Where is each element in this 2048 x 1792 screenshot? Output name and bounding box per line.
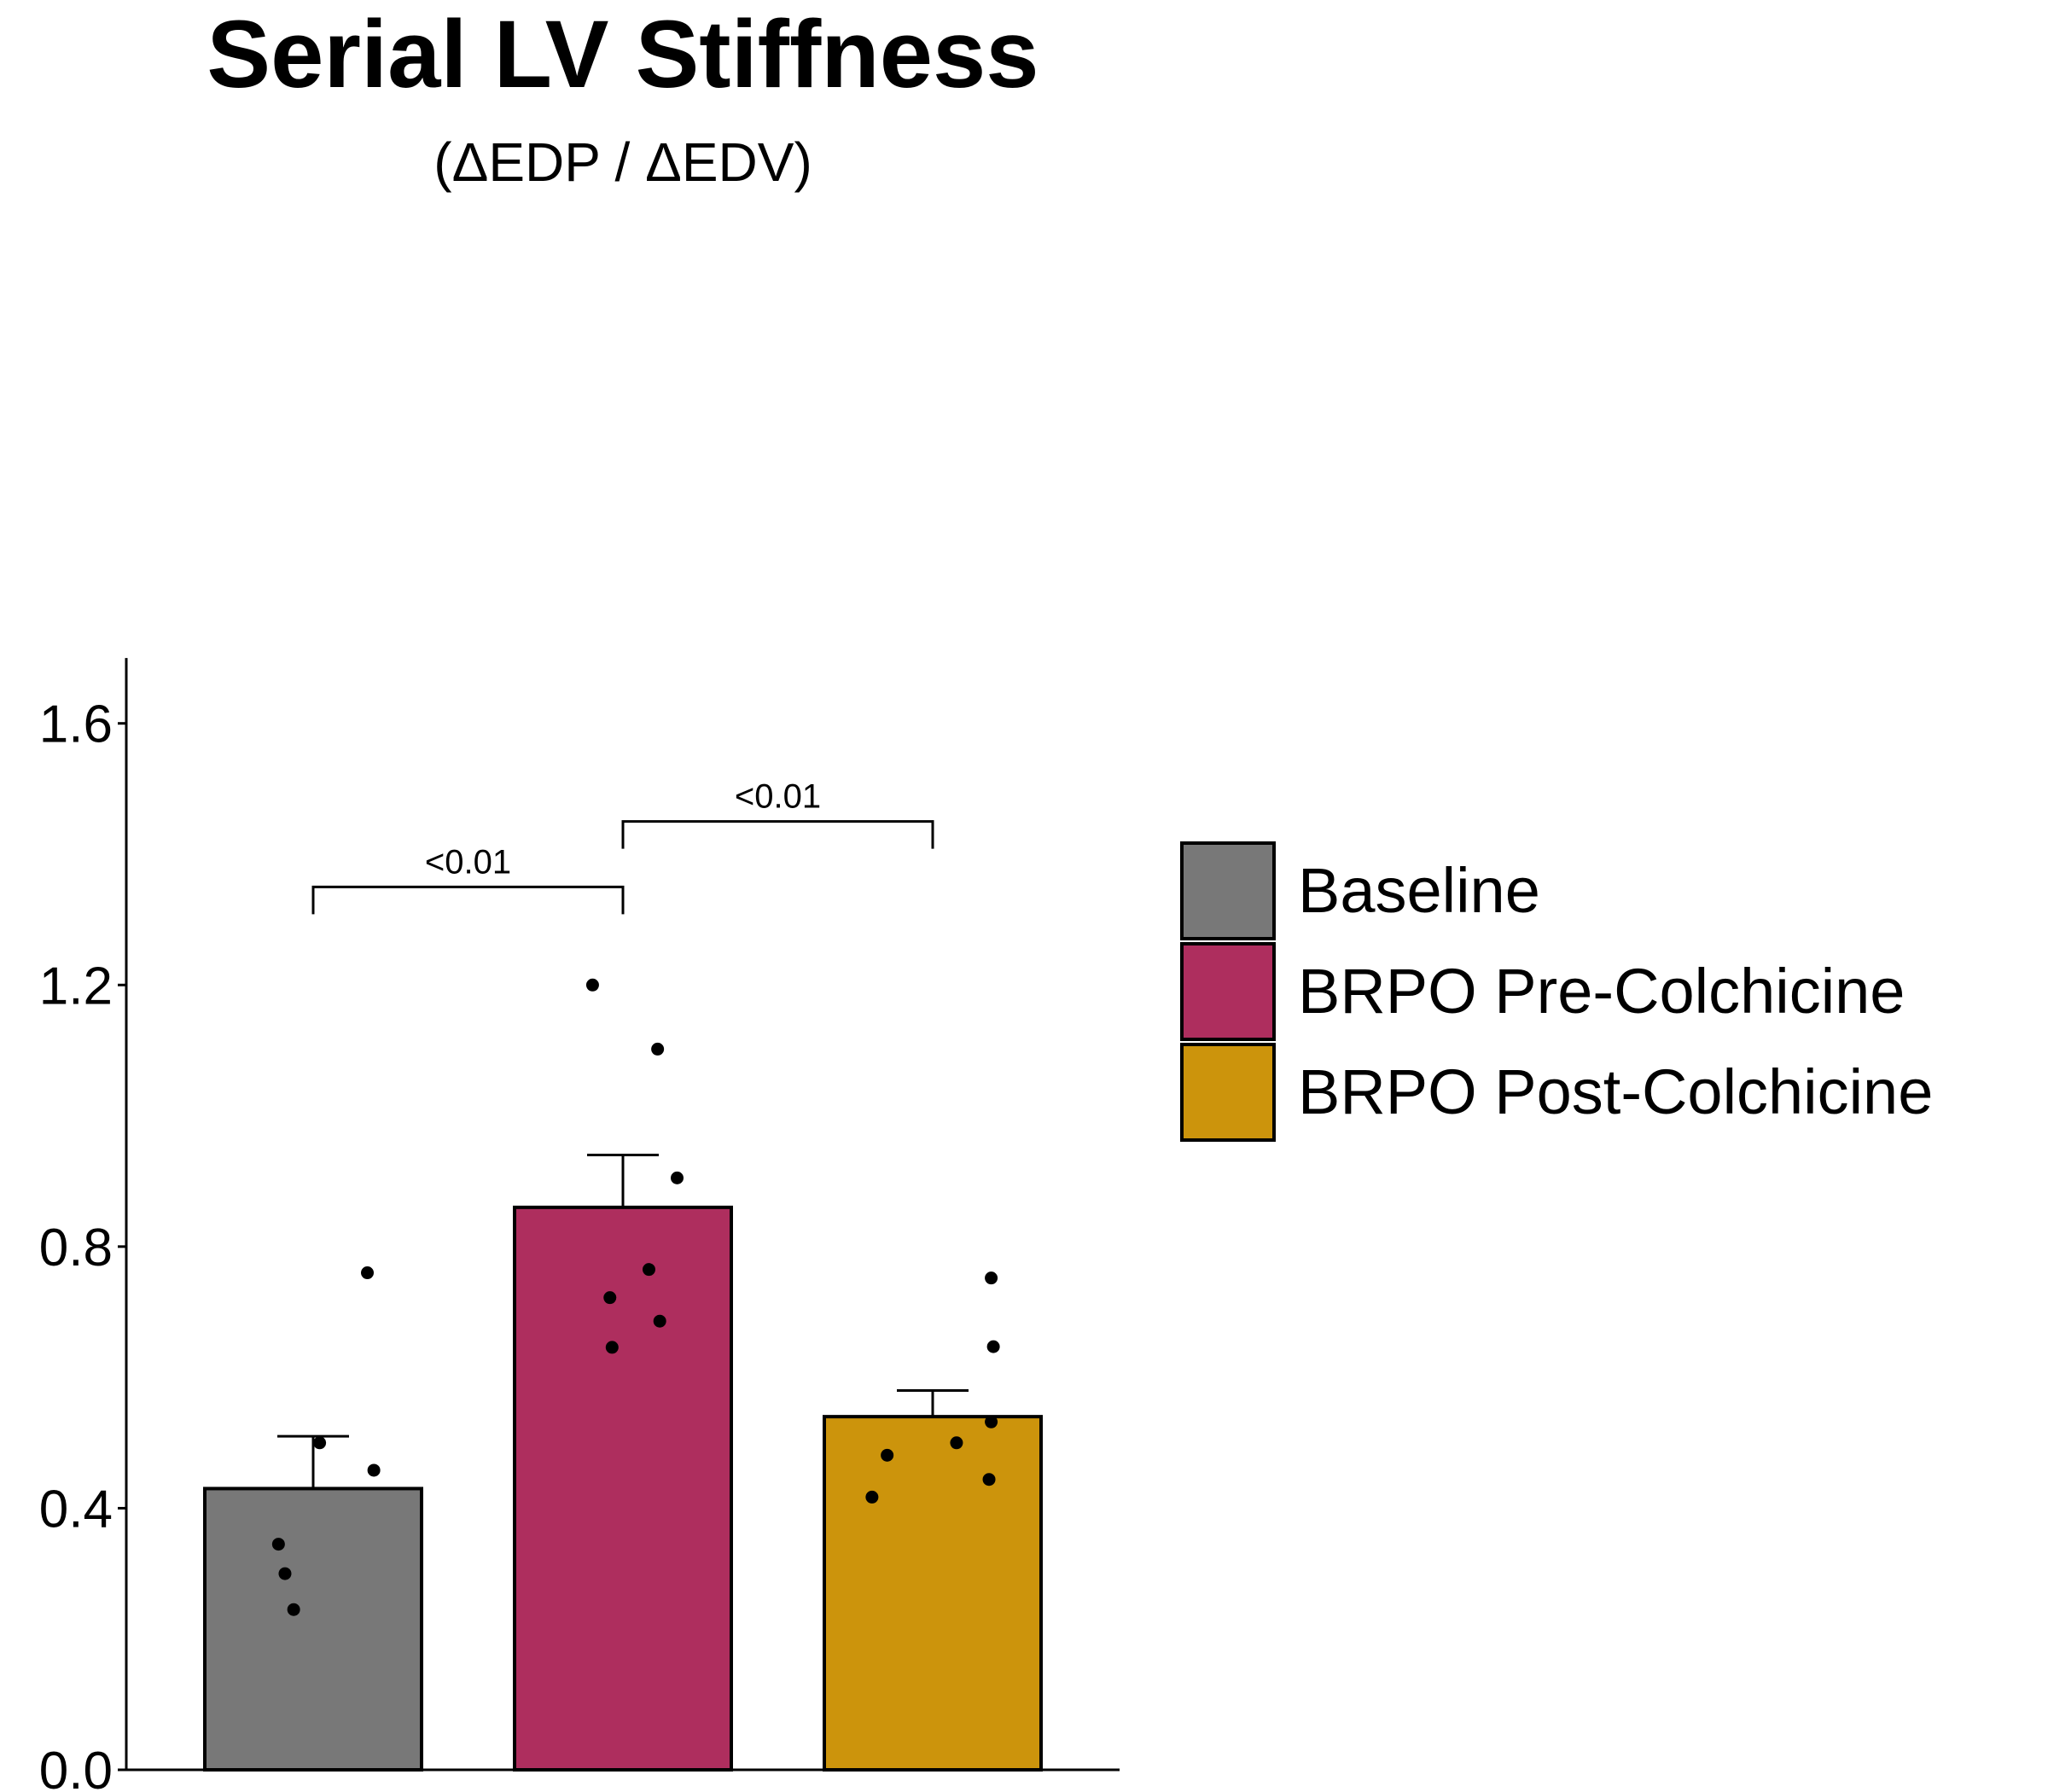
data-point xyxy=(671,1171,684,1184)
data-point xyxy=(367,1463,381,1477)
chart-subtitle: (ΔEDP / ΔEDV) xyxy=(433,131,812,193)
data-point xyxy=(287,1603,300,1616)
significance-label: <0.01 xyxy=(735,778,821,816)
data-point xyxy=(985,1271,998,1285)
data-point xyxy=(982,1473,996,1487)
y-tick-label: 0.0 xyxy=(39,1742,113,1792)
data-point xyxy=(605,1341,619,1354)
bar-1 xyxy=(203,1487,423,1772)
legend: Baseline BRPO Pre-Colchicine BRPO Post-Col… xyxy=(1180,841,1933,1142)
data-point xyxy=(653,1314,666,1328)
data-point xyxy=(881,1448,894,1462)
data-point xyxy=(361,1266,374,1280)
y-tick-label: 1.6 xyxy=(39,695,113,754)
data-point xyxy=(986,1340,1000,1353)
data-point xyxy=(278,1567,292,1580)
legend-key-3 xyxy=(1180,1043,1276,1142)
data-point xyxy=(271,1538,285,1551)
legend-label: Baseline xyxy=(1298,855,1540,926)
data-point xyxy=(585,978,599,992)
significance-bracket xyxy=(311,885,625,915)
bar-2 xyxy=(513,1205,733,1772)
chart-title: Serial LV Stiffness xyxy=(207,1,1039,108)
legend-key-1 xyxy=(1180,841,1276,940)
plot-area: 0.0 0.4 0.8 1.2 1.6 <0.01 <0.01 xyxy=(39,658,1120,1792)
legend-label: BRPO Pre-Colchicine xyxy=(1298,956,1905,1027)
significance-bracket xyxy=(621,820,934,849)
y-tick-label: 0.8 xyxy=(39,1219,113,1277)
y-tick-label: 1.2 xyxy=(39,957,113,1015)
legend-key-2 xyxy=(1180,942,1276,1041)
data-point xyxy=(985,1415,998,1428)
y-tick-label: 0.4 xyxy=(39,1480,113,1539)
significance-label: <0.01 xyxy=(425,843,511,881)
data-point xyxy=(313,1436,327,1450)
data-point xyxy=(603,1291,617,1305)
data-point xyxy=(651,1042,665,1056)
data-point xyxy=(642,1263,655,1277)
data-point xyxy=(950,1436,963,1450)
bar-3 xyxy=(823,1415,1043,1772)
legend-label: BRPO Post-Colchicine xyxy=(1298,1056,1933,1127)
data-point xyxy=(865,1490,879,1504)
